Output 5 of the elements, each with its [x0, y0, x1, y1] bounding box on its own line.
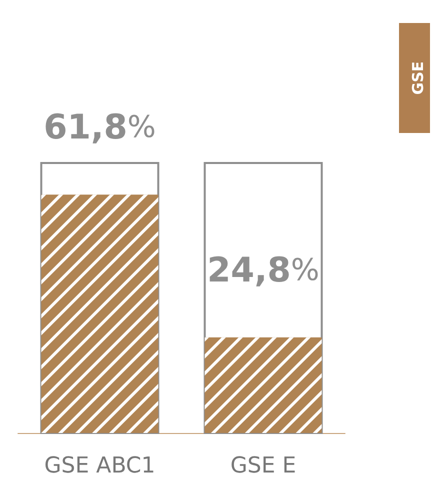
x-tick-label: GSE E — [230, 454, 296, 478]
text: GSE — [409, 61, 427, 95]
data-label: 24,8% — [207, 250, 320, 290]
data-label: 61,8% — [44, 108, 156, 148]
x-tick-label: GSE ABC1 — [44, 454, 156, 478]
